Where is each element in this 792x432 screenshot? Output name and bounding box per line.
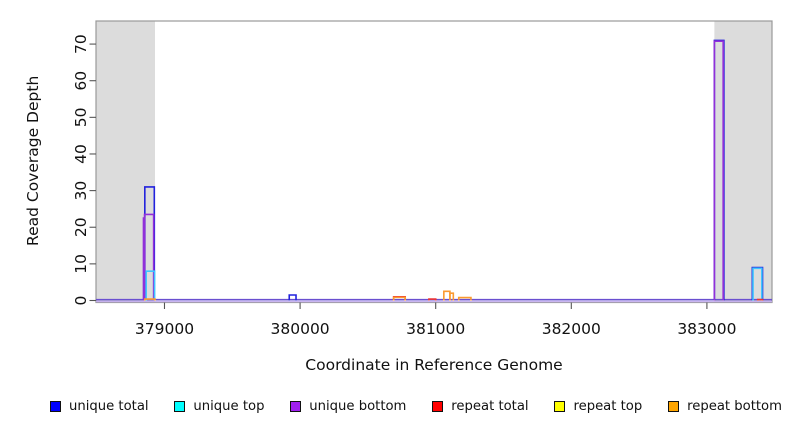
coverage-plot-canvas: 379000 380000 381000 382000 383000 0 10 20 30 40 5… — [72, 20, 773, 338]
series-repeat-bottom — [457, 296, 472, 301]
y-tick-label: 60 — [72, 71, 90, 91]
series-unique-bottom — [143, 213, 155, 301]
x-tick-label: 381000 — [406, 320, 465, 338]
legend-item-unique-total: unique total — [50, 399, 149, 414]
y-axis-title: Read Coverage Depth — [24, 75, 42, 247]
y-tick-label: 20 — [72, 217, 90, 237]
legend-label: unique top — [193, 399, 265, 414]
x-tick-label: 383000 — [677, 320, 736, 338]
y-tick-label: 30 — [72, 181, 90, 201]
x-tick-label: 379000 — [135, 320, 194, 338]
series-unique-top — [145, 270, 156, 301]
series-repeat-bottom — [144, 298, 156, 301]
legend-item-repeat-bottom: repeat bottom — [668, 399, 782, 414]
legend-item-unique-top: unique top — [174, 399, 264, 414]
x-tick-label: 380000 — [271, 320, 330, 338]
y-tick-label: 0 — [72, 296, 90, 306]
legend-label: repeat total — [451, 399, 529, 414]
legend-swatch-icon — [174, 401, 186, 412]
series-repeat-bottom — [449, 292, 455, 301]
legend-swatch-icon — [50, 401, 61, 412]
series-repeat-total — [756, 298, 764, 301]
legend-label: unique total — [69, 399, 149, 414]
series-unique-top — [752, 267, 763, 301]
series-repeat-total — [428, 298, 437, 301]
y-tick-label: 50 — [72, 107, 90, 127]
series-repeat-bottom — [392, 296, 406, 301]
shaded-offscale-band — [96, 21, 155, 303]
chart-legend: unique total unique top unique bottom repea… — [50, 399, 782, 414]
legend-item-repeat-total: repeat total — [432, 399, 529, 414]
legend-item-unique-bottom: unique bottom — [290, 399, 406, 414]
legend-item-repeat-top: repeat top — [554, 399, 642, 414]
series-unique-bottom — [713, 40, 724, 301]
legend-swatch-icon — [554, 401, 566, 412]
x-axis-title: Coordinate in Reference Genome — [305, 356, 563, 374]
legend-label: unique bottom — [309, 399, 407, 414]
y-tick-label: 10 — [72, 254, 90, 274]
x-tick-label: 382000 — [542, 320, 601, 338]
plot-border — [95, 20, 773, 304]
legend-label: repeat bottom — [687, 399, 782, 414]
legend-label: repeat top — [573, 399, 643, 414]
y-tick-label: 40 — [72, 144, 90, 164]
legend-swatch-icon — [290, 401, 302, 412]
y-tick-label: 70 — [72, 34, 90, 54]
legend-swatch-icon — [432, 401, 444, 412]
legend-swatch-icon — [668, 401, 680, 412]
series-unique-total — [288, 294, 297, 301]
